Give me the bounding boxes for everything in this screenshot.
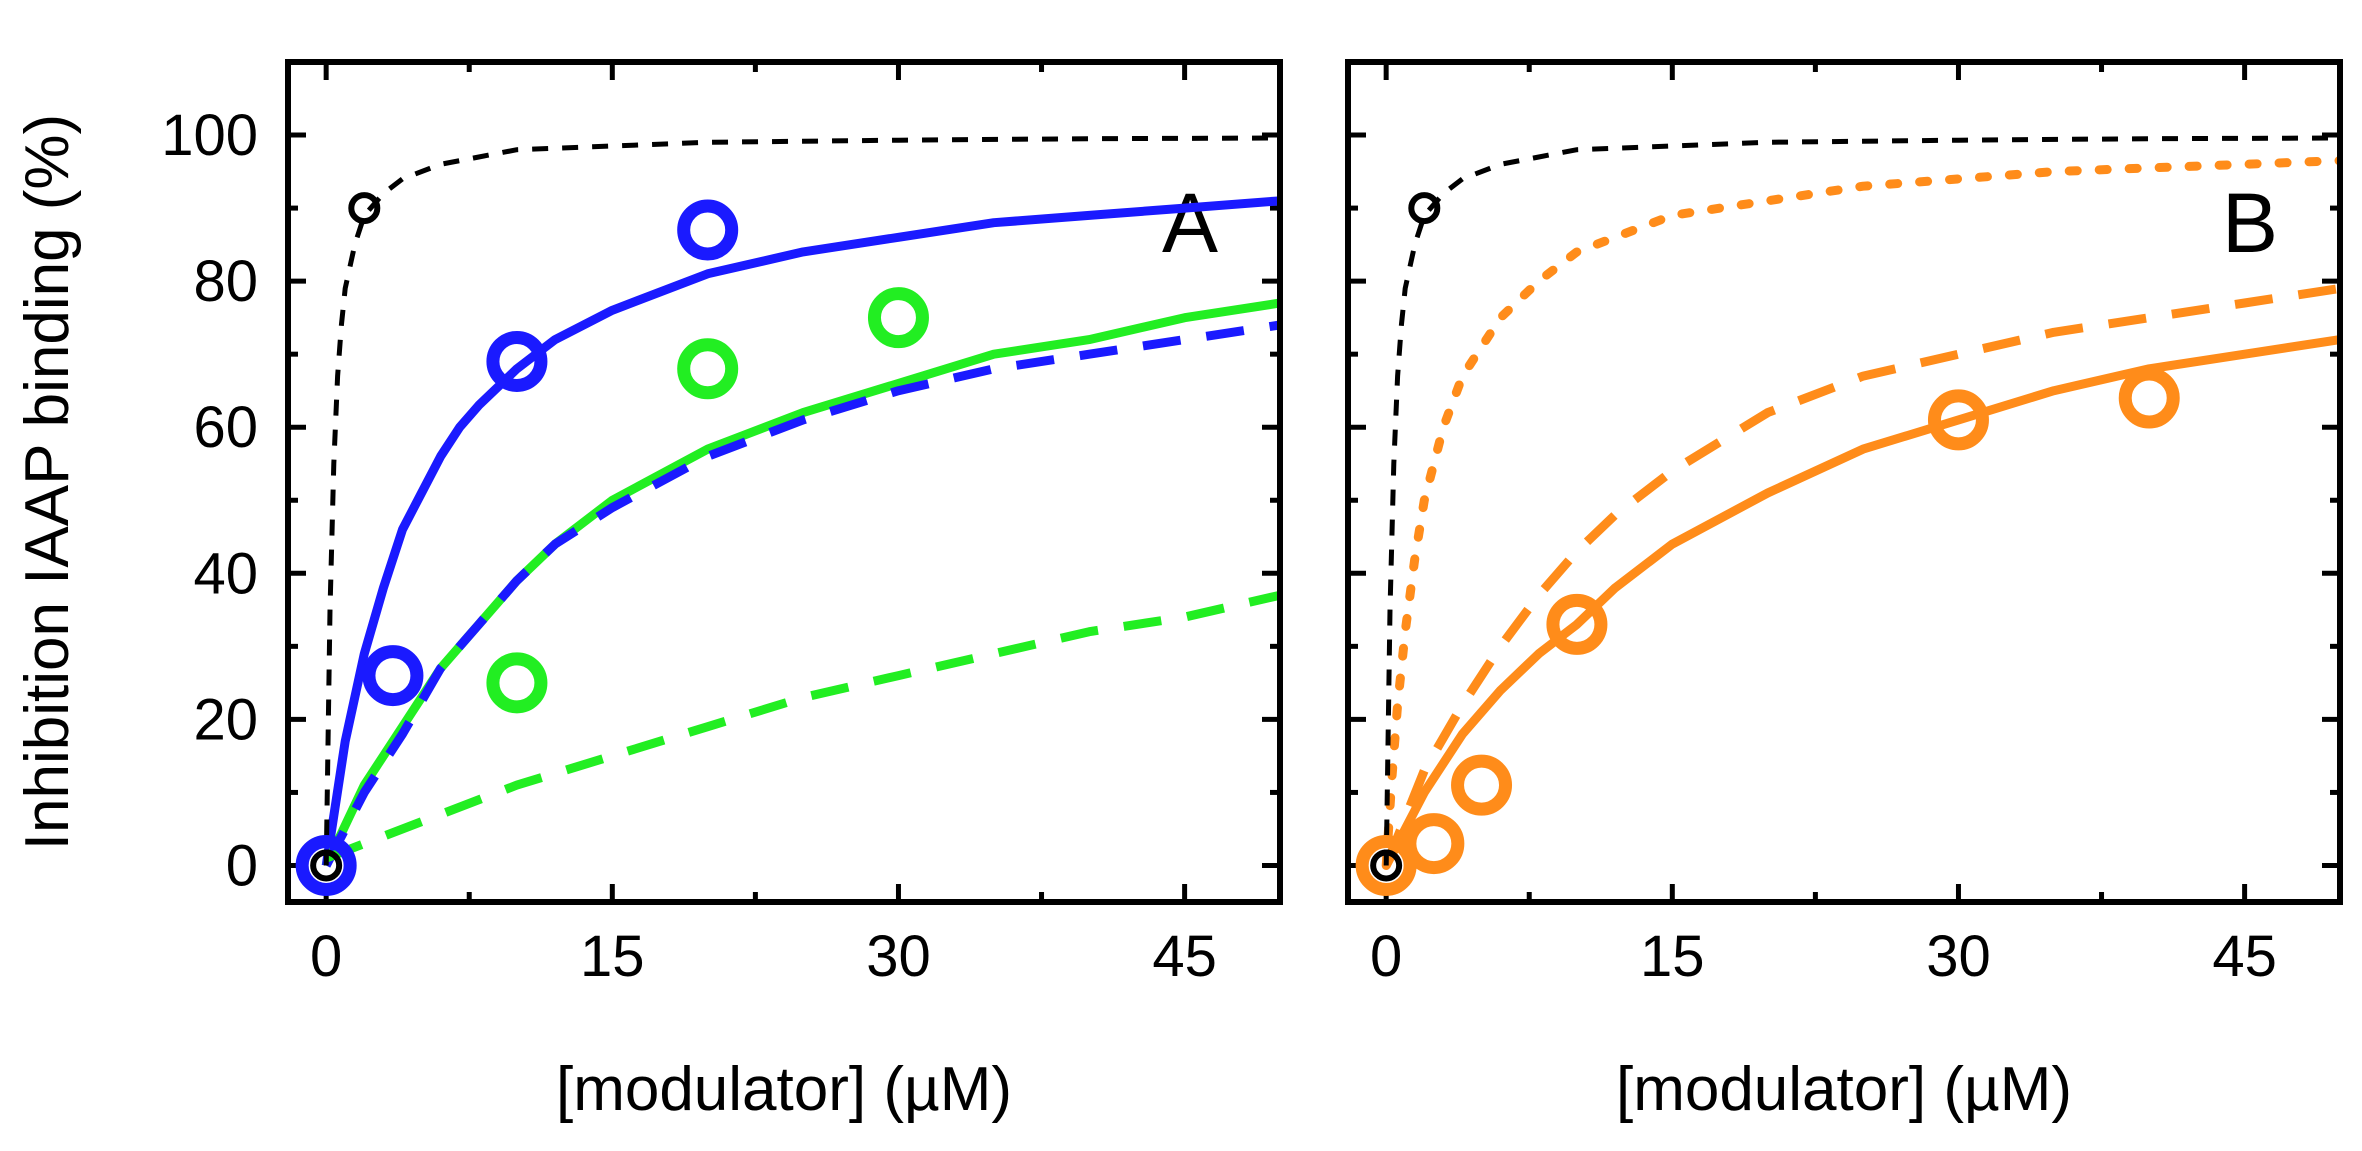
plot-area — [321, 135, 1280, 868]
series-0-point — [362, 645, 424, 707]
y-tick-label: 100 — [161, 103, 258, 168]
panel-b: 0 15 30 45 [modulator] (µM) B — [1345, 59, 2343, 1124]
series-1-point — [1408, 192, 1441, 225]
series-0-point — [1355, 834, 1417, 896]
series-0-point — [295, 834, 357, 896]
plot-frame — [1345, 59, 2343, 905]
series-0-point — [2118, 367, 2180, 429]
series-5-curve — [1383, 135, 2340, 866]
series-4-curve — [322, 298, 1280, 868]
x-tick-label: 45 — [1152, 924, 1217, 989]
series-1-point — [1370, 849, 1403, 882]
series-5-curve — [322, 320, 1280, 868]
series-1-point — [486, 652, 548, 714]
y-tick-label: 40 — [193, 541, 258, 606]
ticks — [288, 62, 1280, 902]
x-tick-label: 0 — [1370, 924, 1402, 989]
series-4-curve — [1381, 156, 2340, 870]
series-3-curve — [321, 196, 1280, 867]
series-2-curve — [1382, 335, 2340, 868]
x-axis-label: [modulator] (µM) — [1616, 1055, 2072, 1124]
panel-a: 0 15 30 45 0 20 40 60 80 100 [modulator] (µM) Inhib… — [13, 59, 1283, 1124]
series-3-curve — [1382, 283, 2340, 868]
y-tick-label: 60 — [193, 395, 258, 460]
series-0-point — [1927, 389, 1989, 451]
series-0-point — [677, 199, 739, 261]
y-tick-label: 0 — [226, 833, 258, 898]
series-2-point — [348, 192, 381, 225]
plot-frame — [285, 59, 1283, 905]
series-1-point — [677, 338, 739, 400]
x-axis-label: [modulator] (µM) — [556, 1055, 1012, 1124]
x-tick-label: 30 — [866, 924, 931, 989]
y-axis-label: Inhibition IAAP binding (%) — [13, 114, 82, 850]
x-tick-label: 0 — [310, 924, 342, 989]
panel-label: A — [1162, 176, 1218, 270]
series-0-point — [486, 330, 548, 392]
plot-area — [1381, 135, 2340, 870]
series-0-point — [1451, 754, 1513, 816]
series-2-point — [310, 849, 343, 882]
x-tick-label: 15 — [1640, 924, 1705, 989]
x-tick-label: 15 — [580, 924, 645, 989]
series-7-curve — [323, 135, 1280, 866]
series-0-point — [1403, 813, 1465, 875]
x-tick-label: 45 — [2212, 924, 2277, 989]
y-tick-label: 20 — [193, 687, 258, 752]
series-0-point — [1546, 593, 1608, 655]
panel-label: B — [2222, 176, 2278, 270]
y-tick-label: 80 — [193, 249, 258, 314]
series-1-point — [867, 287, 929, 349]
x-tick-label: 30 — [1926, 924, 1991, 989]
